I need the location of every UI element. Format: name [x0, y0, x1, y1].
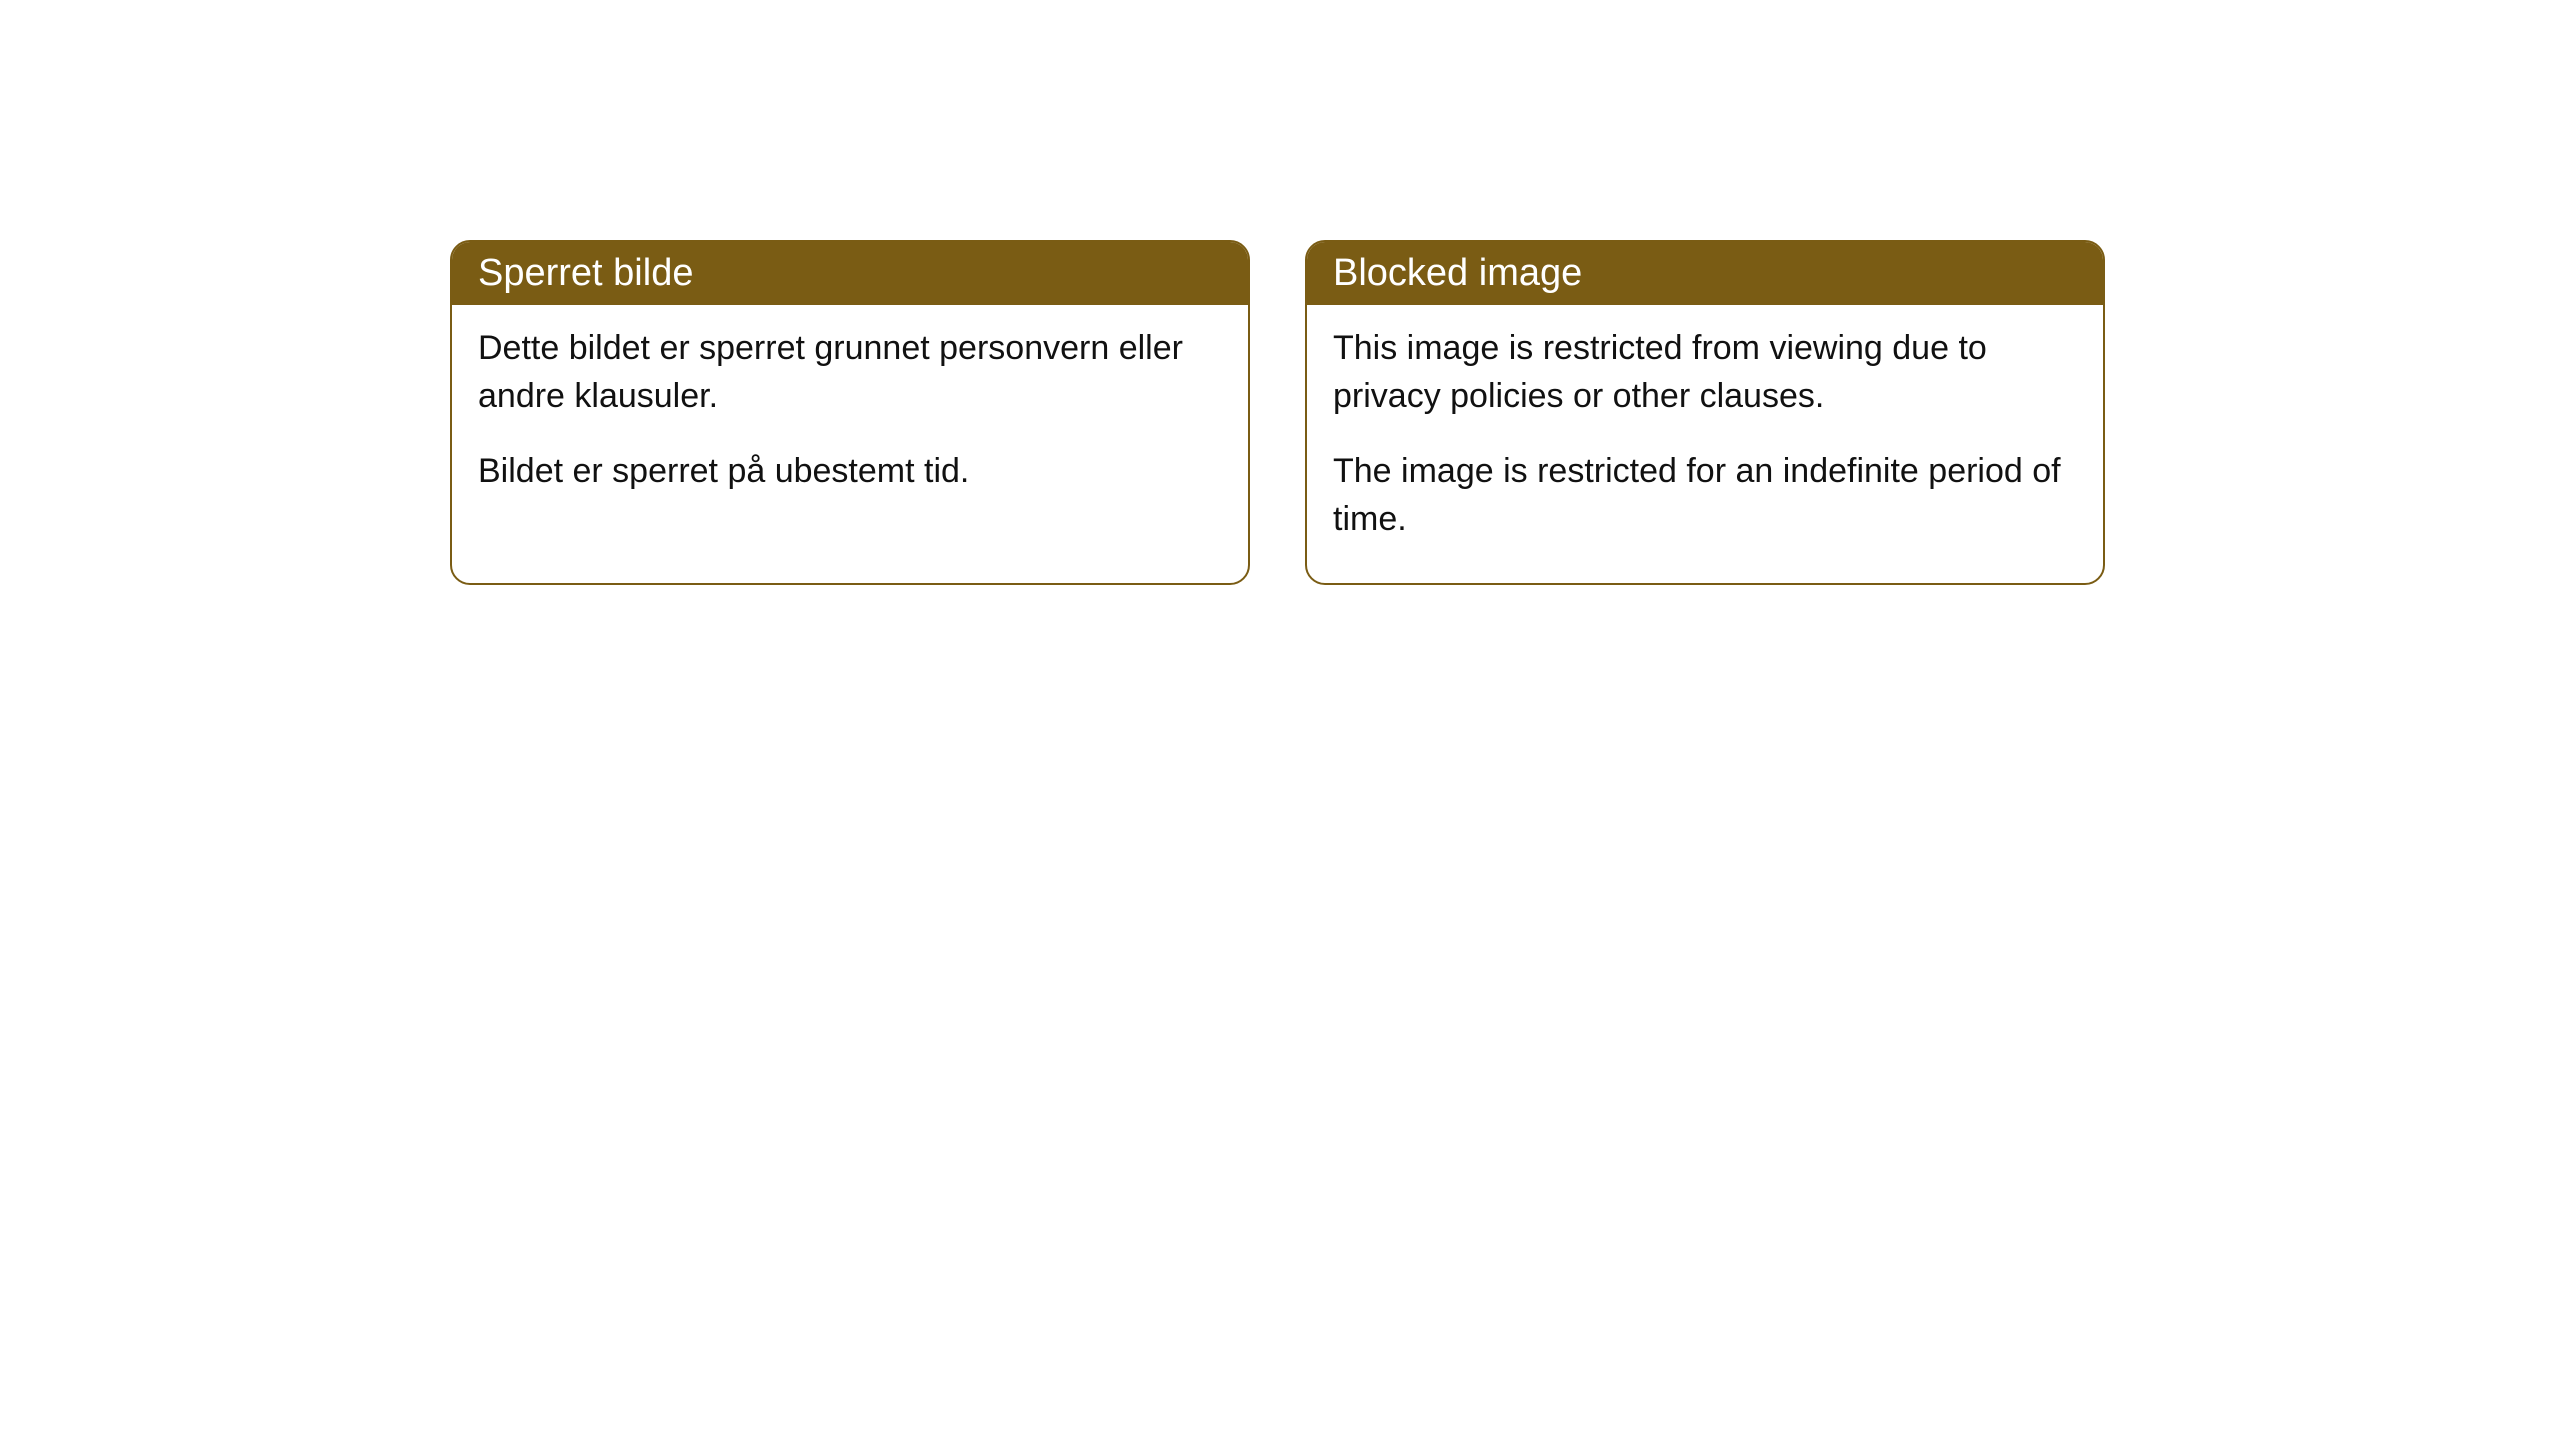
notice-card-norwegian: Sperret bilde Dette bildet er sperret gr…: [450, 240, 1250, 585]
card-paragraph: The image is restricted for an indefinit…: [1333, 448, 2077, 543]
card-title: Sperret bilde: [478, 252, 693, 294]
card-title: Blocked image: [1333, 252, 1582, 294]
notice-card-english: Blocked image This image is restricted f…: [1305, 240, 2105, 585]
card-body: Dette bildet er sperret grunnet personve…: [452, 305, 1248, 536]
card-header: Sperret bilde: [452, 242, 1248, 305]
card-body: This image is restricted from viewing du…: [1307, 305, 2103, 583]
card-paragraph: This image is restricted from viewing du…: [1333, 325, 2077, 420]
card-paragraph: Bildet er sperret på ubestemt tid.: [478, 448, 1222, 496]
notice-cards-container: Sperret bilde Dette bildet er sperret gr…: [450, 240, 2105, 585]
card-paragraph: Dette bildet er sperret grunnet personve…: [478, 325, 1222, 420]
card-header: Blocked image: [1307, 242, 2103, 305]
